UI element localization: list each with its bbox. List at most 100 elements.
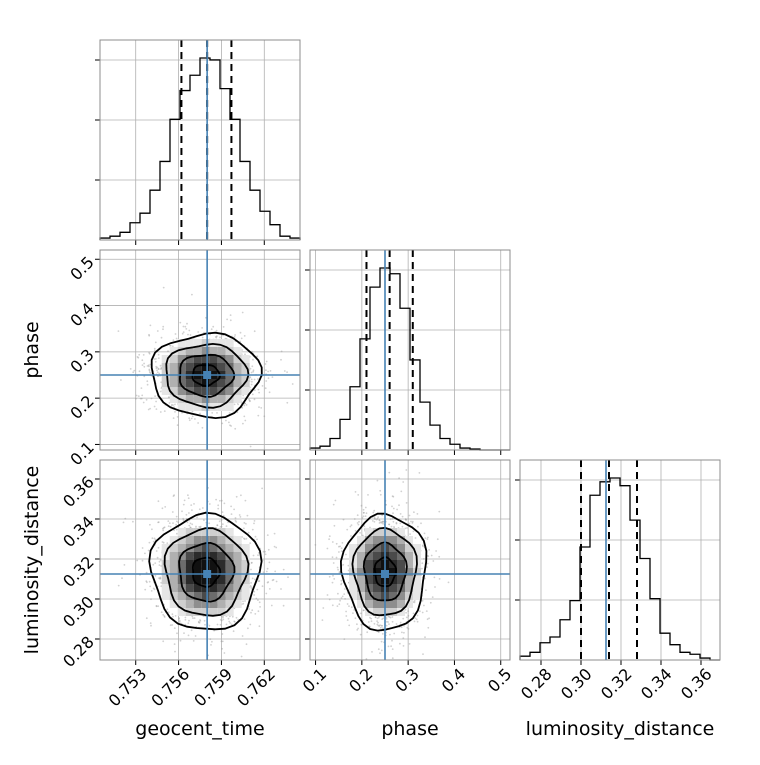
- density-cell: [193, 560, 202, 568]
- density-cell: [357, 536, 365, 544]
- sample-point: [381, 520, 383, 523]
- sample-point: [139, 397, 142, 400]
- sample-point: [196, 516, 198, 519]
- sample-point: [382, 520, 385, 523]
- sample-point: [153, 405, 156, 408]
- sample-point: [227, 617, 230, 620]
- sample-point: [221, 619, 223, 622]
- sample-point: [175, 515, 178, 518]
- sample-point: [135, 397, 137, 400]
- sample-point: [225, 419, 227, 422]
- sample-point: [346, 619, 349, 621]
- sample-point: [257, 552, 260, 554]
- sample-point: [148, 541, 151, 544]
- sample-point: [189, 526, 192, 529]
- sample-point: [145, 617, 148, 620]
- sample-point: [368, 625, 371, 628]
- density-cell: [373, 544, 381, 552]
- density-cell: [185, 339, 194, 347]
- sample-point: [373, 509, 376, 512]
- density-cell: [233, 576, 242, 584]
- density-cell: [397, 552, 405, 560]
- sample-point: [145, 571, 148, 574]
- density-cell: [209, 387, 218, 395]
- sample-point: [219, 619, 222, 621]
- density-cell: [389, 568, 397, 576]
- sample-point: [280, 588, 282, 590]
- sample-point: [275, 580, 278, 583]
- sample-point: [314, 544, 317, 546]
- sample-point: [148, 334, 151, 337]
- sample-point: [416, 513, 419, 515]
- sample-point: [417, 525, 419, 528]
- density-cell: [193, 536, 202, 544]
- sample-point: [226, 318, 229, 321]
- sample-point: [141, 394, 144, 397]
- sample-point: [190, 504, 193, 506]
- density-cell: [397, 576, 405, 584]
- sample-point: [250, 561, 253, 564]
- sample-point: [187, 622, 190, 624]
- sample-point: [392, 507, 395, 510]
- sample-point: [377, 516, 379, 519]
- sample-point: [408, 514, 411, 517]
- density-cell: [233, 568, 242, 576]
- sample-point: [188, 619, 190, 622]
- sample-point: [265, 570, 268, 573]
- sample-point: [286, 371, 288, 373]
- sample-point: [350, 524, 353, 526]
- sample-point: [246, 514, 249, 517]
- sample-point: [258, 580, 261, 582]
- sample-point: [155, 367, 158, 370]
- sample-point: [238, 514, 241, 516]
- histogram-step-luminosity_distance: [519, 477, 720, 661]
- sample-point: [158, 372, 161, 375]
- sample-point: [250, 611, 252, 614]
- density-cell: [217, 560, 226, 568]
- sample-point: [262, 550, 265, 553]
- sample-point: [187, 634, 190, 637]
- density-cell: [373, 592, 381, 600]
- sample-point: [188, 512, 190, 514]
- sample-point: [155, 358, 157, 360]
- density-cell: [169, 592, 178, 600]
- sample-point: [331, 541, 334, 543]
- density-cell: [169, 387, 178, 395]
- sample-point: [174, 333, 177, 335]
- sample-point: [240, 655, 243, 658]
- sample-point: [398, 504, 400, 507]
- density-cell: [185, 379, 194, 387]
- sample-point: [174, 411, 176, 413]
- sample-point: [251, 365, 254, 368]
- density-cell: [201, 600, 210, 608]
- sample-point: [148, 368, 151, 371]
- sample-point: [174, 650, 176, 653]
- density-cell: [365, 528, 373, 536]
- sample-point: [223, 652, 226, 654]
- sample-point: [425, 610, 428, 612]
- sample-point: [215, 329, 218, 332]
- sample-point: [261, 487, 263, 490]
- density-cell: [389, 600, 397, 608]
- sample-point: [404, 518, 407, 520]
- sample-point: [362, 515, 365, 518]
- sample-point: [410, 520, 412, 523]
- sample-point: [392, 520, 395, 523]
- sample-point: [345, 615, 348, 617]
- sample-point: [362, 512, 365, 514]
- density-cell: [177, 544, 186, 552]
- sample-point: [146, 581, 148, 584]
- sample-point: [388, 471, 391, 474]
- sample-point: [340, 550, 343, 552]
- sample-point: [140, 397, 143, 400]
- sample-point: [137, 356, 140, 359]
- sample-point: [422, 653, 424, 655]
- sample-point: [333, 578, 336, 580]
- sample-point: [147, 549, 150, 552]
- sample-point: [123, 564, 126, 566]
- sample-point: [124, 517, 127, 520]
- sample-point: [388, 523, 391, 526]
- sample-point: [376, 620, 378, 622]
- density-cell: [357, 544, 365, 552]
- density-cell: [185, 363, 194, 371]
